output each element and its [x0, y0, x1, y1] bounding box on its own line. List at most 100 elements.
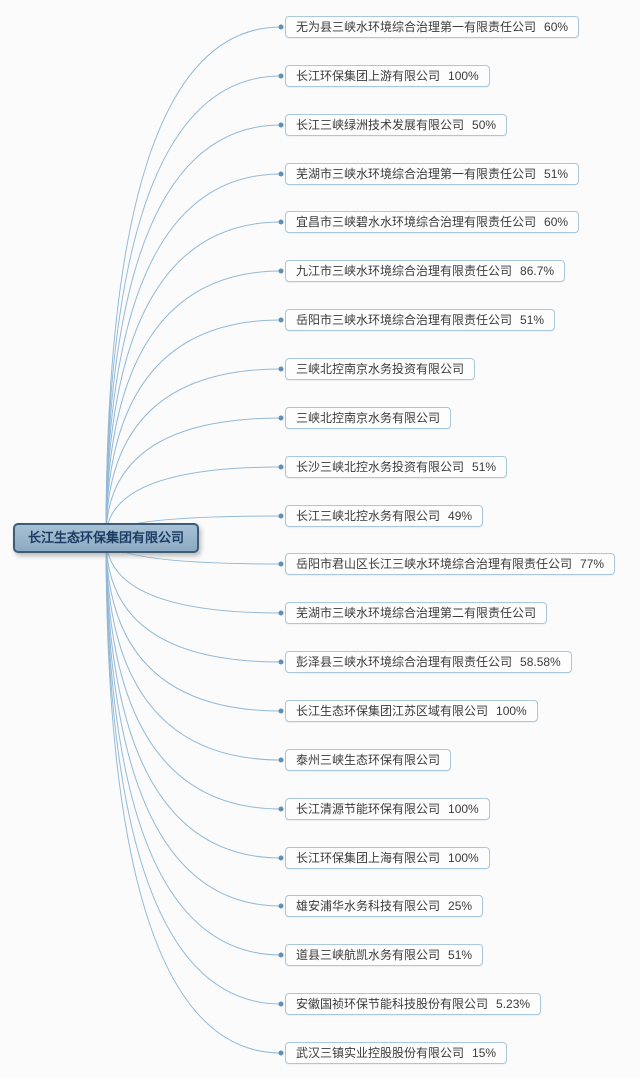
connector-line [105, 124, 282, 539]
company-node[interactable]: 芜湖市三峡水环境综合治理第一有限责任公司 51% [285, 163, 580, 185]
root-company-label: 长江生态环保集团有限公司 [27, 530, 184, 545]
company-node[interactable]: 长江环保集团上游有限公司 100% [285, 65, 490, 87]
company-node[interactable]: 安徽国祯环保节能科技股份有限公司 5.23% [285, 993, 542, 1015]
company-node[interactable]: 长江三峡北控水务有限公司 49% [285, 505, 484, 527]
company-name: 雄安浦华水务科技有限公司 [296, 899, 441, 913]
company-name: 长江三峡北控水务有限公司 [296, 509, 441, 523]
company-name: 泰州三峡生态环保有限公司 [296, 753, 441, 767]
ownership-percentage: 51% [472, 460, 497, 474]
connector-dot [278, 219, 284, 225]
connector-line [105, 75, 282, 539]
company-node[interactable]: 岳阳市君山区长江三峡水环境综合治理有限责任公司 77% [285, 553, 616, 575]
company-name: 道县三峡航凯水务有限公司 [296, 948, 441, 962]
connector-dot [278, 73, 284, 79]
connector-line [105, 173, 282, 539]
ownership-percentage: 60% [544, 215, 569, 229]
company-node[interactable]: 三峡北控南京水务投资有限公司 [285, 358, 476, 380]
company-node[interactable]: 无为县三峡水环境综合治理第一有限责任公司 60% [285, 16, 580, 38]
connector-dot [278, 513, 284, 519]
ownership-percentage: 25% [448, 899, 473, 913]
connector-dot [278, 122, 284, 128]
connector-dot [278, 1001, 284, 1007]
company-name: 安徽国祯环保节能科技股份有限公司 [296, 997, 489, 1011]
company-name: 长江环保集团上海有限公司 [296, 851, 441, 865]
ownership-percentage: 50% [472, 118, 497, 132]
company-node[interactable]: 泰州三峡生态环保有限公司 [285, 749, 452, 771]
connector-line [105, 26, 282, 539]
connector-dot [278, 366, 284, 372]
connector-line [105, 537, 282, 1054]
connector-dot [278, 952, 284, 958]
company-node[interactable]: 长江清源节能环保有限公司 100% [285, 798, 490, 820]
connector-line [105, 537, 282, 810]
ownership-percentage: 86.7% [520, 264, 555, 278]
connector-dot [278, 659, 284, 665]
connector-line [105, 270, 282, 539]
company-name: 三峡北控南京水务有限公司 [296, 411, 441, 425]
connector-line [105, 417, 282, 539]
company-node[interactable]: 雄安浦华水务科技有限公司 25% [285, 895, 484, 917]
company-name: 武汉三镇实业控股股份有限公司 [296, 1046, 465, 1060]
connector-dot [278, 464, 284, 470]
company-name: 芜湖市三峡水环境综合治理第一有限责任公司 [296, 167, 537, 181]
company-node[interactable]: 九江市三峡水环境综合治理有限责任公司 86.7% [285, 260, 566, 282]
connector-dot [278, 415, 284, 421]
ownership-percentage: 15% [472, 1046, 497, 1060]
root-company-node[interactable]: 长江生态环保集团有限公司 [13, 523, 199, 553]
connector-dot [278, 24, 284, 30]
connector-dot [278, 1050, 284, 1056]
company-node[interactable]: 三峡北控南京水务有限公司 [285, 407, 452, 429]
connector-line [105, 537, 282, 712]
connector-dot [278, 903, 284, 909]
connector-dot [278, 806, 284, 812]
company-node[interactable]: 宜昌市三峡碧水水环境综合治理有限责任公司 60% [285, 211, 580, 233]
connector-line [105, 537, 282, 1005]
connector-dot [278, 855, 284, 861]
ownership-percentage: 58.58% [520, 655, 561, 669]
company-node[interactable]: 长沙三峡北控水务投资有限公司 51% [285, 456, 508, 478]
connector-dot [278, 708, 284, 714]
connector-line [105, 537, 282, 907]
company-node[interactable]: 长江环保集团上海有限公司 100% [285, 847, 490, 869]
ownership-percentage: 100% [448, 851, 479, 865]
ownership-percentage: 49% [448, 509, 473, 523]
company-name: 长江环保集团上游有限公司 [296, 69, 441, 83]
connector-dot [278, 268, 284, 274]
ownership-percentage: 100% [448, 69, 479, 83]
company-name: 长江三峡绿洲技术发展有限公司 [296, 118, 465, 132]
company-name: 三峡北控南京水务投资有限公司 [296, 362, 465, 376]
ownership-percentage: 51% [544, 167, 569, 181]
company-name: 九江市三峡水环境综合治理有限责任公司 [296, 264, 513, 278]
connector-line [105, 537, 282, 614]
connector-line [105, 537, 282, 859]
connector-dot [278, 561, 284, 567]
company-node[interactable]: 长江生态环保集团江苏区域有限公司 100% [285, 700, 538, 722]
connector-line [105, 466, 282, 539]
ownership-percentage: 100% [448, 802, 479, 816]
company-name: 长江清源节能环保有限公司 [296, 802, 441, 816]
company-node[interactable]: 岳阳市三峡水环境综合治理有限责任公司 51% [285, 309, 556, 331]
ownership-percentage: 51% [448, 948, 473, 962]
company-name: 彭泽县三峡水环境综合治理有限责任公司 [296, 655, 513, 669]
company-node[interactable]: 芜湖市三峡水环境综合治理第二有限责任公司 [285, 602, 548, 624]
connector-line [105, 537, 282, 761]
company-name: 无为县三峡水环境综合治理第一有限责任公司 [296, 20, 537, 34]
company-node[interactable]: 长江三峡绿洲技术发展有限公司 50% [285, 114, 508, 136]
company-node[interactable]: 武汉三镇实业控股股份有限公司 15% [285, 1042, 508, 1064]
company-name: 岳阳市君山区长江三峡水环境综合治理有限责任公司 [296, 557, 573, 571]
connector-line [105, 537, 282, 956]
ownership-percentage: 77% [580, 557, 605, 571]
company-name: 长江生态环保集团江苏区域有限公司 [296, 704, 489, 718]
ownership-percentage: 51% [520, 313, 545, 327]
ownership-percentage: 100% [496, 704, 527, 718]
connector-line [105, 368, 282, 539]
connector-dot [278, 610, 284, 616]
ownership-percentage: 5.23% [496, 997, 531, 1011]
connector-line [105, 319, 282, 539]
company-node[interactable]: 道县三峡航凯水务有限公司 51% [285, 944, 484, 966]
company-node[interactable]: 彭泽县三峡水环境综合治理有限责任公司 58.58% [285, 651, 572, 673]
connector-dot [278, 317, 284, 323]
company-name: 岳阳市三峡水环境综合治理有限责任公司 [296, 313, 513, 327]
